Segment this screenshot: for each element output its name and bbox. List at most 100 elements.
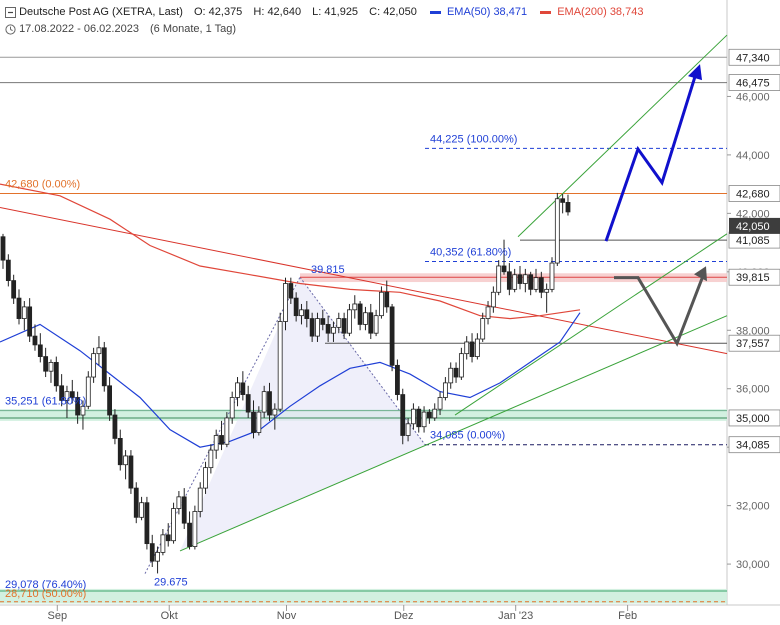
candle-body xyxy=(331,326,336,334)
forecast-arrowhead-gray xyxy=(694,266,707,282)
x-tick-label: Jan '23 xyxy=(498,610,533,622)
candle-body xyxy=(43,356,49,372)
candle-body xyxy=(96,347,102,355)
annotation-label: 29.675 xyxy=(154,577,188,589)
x-tick-label: Nov xyxy=(277,610,297,622)
candle-body xyxy=(235,382,240,398)
y-tick-label: 44,000 xyxy=(736,150,770,162)
candle-body xyxy=(384,291,390,308)
candle-body xyxy=(299,309,304,317)
candle-body xyxy=(448,367,454,384)
candle-body xyxy=(373,315,379,334)
candle-body xyxy=(357,303,363,325)
candle-body xyxy=(208,449,214,469)
price-badge-label: 35,000 xyxy=(736,413,770,425)
candle-body xyxy=(453,367,459,378)
fib-leg-down xyxy=(299,276,426,445)
y-tick-label: 46,000 xyxy=(736,91,770,103)
price-badge-label: 37,557 xyxy=(736,338,770,350)
candle-body xyxy=(363,312,368,325)
candle-body xyxy=(139,502,144,518)
candle-body xyxy=(538,277,544,293)
candle-body xyxy=(112,414,118,439)
ohlc-low-value: 41,925 xyxy=(324,6,359,18)
candle-body xyxy=(347,309,352,334)
candle-body xyxy=(416,408,422,428)
candle-body xyxy=(165,534,171,542)
candle-body xyxy=(341,318,347,334)
candle-body xyxy=(528,274,534,290)
candle-body xyxy=(75,397,81,416)
candle-body xyxy=(261,391,267,413)
candle-body xyxy=(277,321,283,410)
candle-body xyxy=(155,551,160,562)
price-badge-label: 41,085 xyxy=(736,235,770,247)
candle-body xyxy=(197,487,203,512)
candle-body xyxy=(325,324,331,334)
last-price-badge xyxy=(729,217,780,234)
candle-body xyxy=(490,291,496,308)
header-line-range: 17.08.2022 - 06.02.2023 (6 Monate, 1 Tag… xyxy=(5,23,236,35)
annotation-label: 34,085 (0.00%) xyxy=(430,430,505,442)
annotation-label: 44,225 (100.00%) xyxy=(430,133,517,145)
candle-body xyxy=(160,534,166,553)
candle-body xyxy=(442,382,448,398)
candle-body xyxy=(458,353,464,378)
candle-body xyxy=(101,347,107,387)
instrument-name: Deutsche Post AG (XETRA, Last) xyxy=(19,6,183,18)
candle-body xyxy=(267,391,272,416)
date-range: 17.08.2022 - 06.02.2023 xyxy=(19,23,139,35)
candle-body xyxy=(37,344,43,357)
ema200-legend-line xyxy=(540,10,552,14)
candle-body xyxy=(437,397,443,410)
candle-body xyxy=(0,236,6,261)
candle-body xyxy=(379,291,384,317)
candle-body xyxy=(245,394,251,413)
y-tick-label: 32,000 xyxy=(736,501,770,513)
candle-body xyxy=(144,502,150,545)
candle-body xyxy=(464,341,470,355)
candle-body xyxy=(293,297,299,317)
candle-body xyxy=(219,435,224,445)
annotation-label: 39.815 xyxy=(311,264,345,276)
period: (6 Monate, 1 Tag) xyxy=(150,23,237,35)
candle-body xyxy=(405,423,411,436)
candle-body xyxy=(224,417,230,445)
candle-body xyxy=(400,394,406,436)
price-badge xyxy=(728,74,780,91)
minus-box-icon[interactable] xyxy=(5,6,16,18)
candle-body xyxy=(352,303,358,311)
candle-body xyxy=(53,362,59,387)
candle-body xyxy=(181,496,187,524)
candle-body xyxy=(16,297,22,319)
candle-body xyxy=(517,274,523,284)
y-tick-label: 36,000 xyxy=(736,384,770,396)
candle-body xyxy=(48,362,54,372)
candle-body xyxy=(213,435,219,451)
candle-body xyxy=(203,467,208,489)
candle-body xyxy=(320,318,326,325)
x-tick-label: Okt xyxy=(161,610,178,622)
candle-body xyxy=(421,411,427,428)
candle-body xyxy=(309,318,315,337)
candle-body xyxy=(474,338,480,357)
price-badge xyxy=(728,268,780,286)
candle-body xyxy=(395,364,400,395)
candle-body xyxy=(315,318,320,337)
candle-body xyxy=(549,262,555,290)
candle-body xyxy=(522,274,528,284)
long-uptrend-line xyxy=(179,315,728,552)
candle-body xyxy=(506,271,512,290)
ema200-legend-value: 38,743 xyxy=(609,6,644,18)
candle-body xyxy=(21,306,27,319)
candle-body xyxy=(426,411,432,419)
candle-body xyxy=(256,411,262,433)
x-tick-label: Sep xyxy=(48,610,68,622)
candle-body xyxy=(171,508,176,542)
price-badge-label: 47,340 xyxy=(736,52,770,64)
forecast-arrow-gray xyxy=(614,272,706,347)
candle-body xyxy=(283,283,288,322)
candle-body xyxy=(336,318,342,328)
candle-body xyxy=(107,385,112,416)
